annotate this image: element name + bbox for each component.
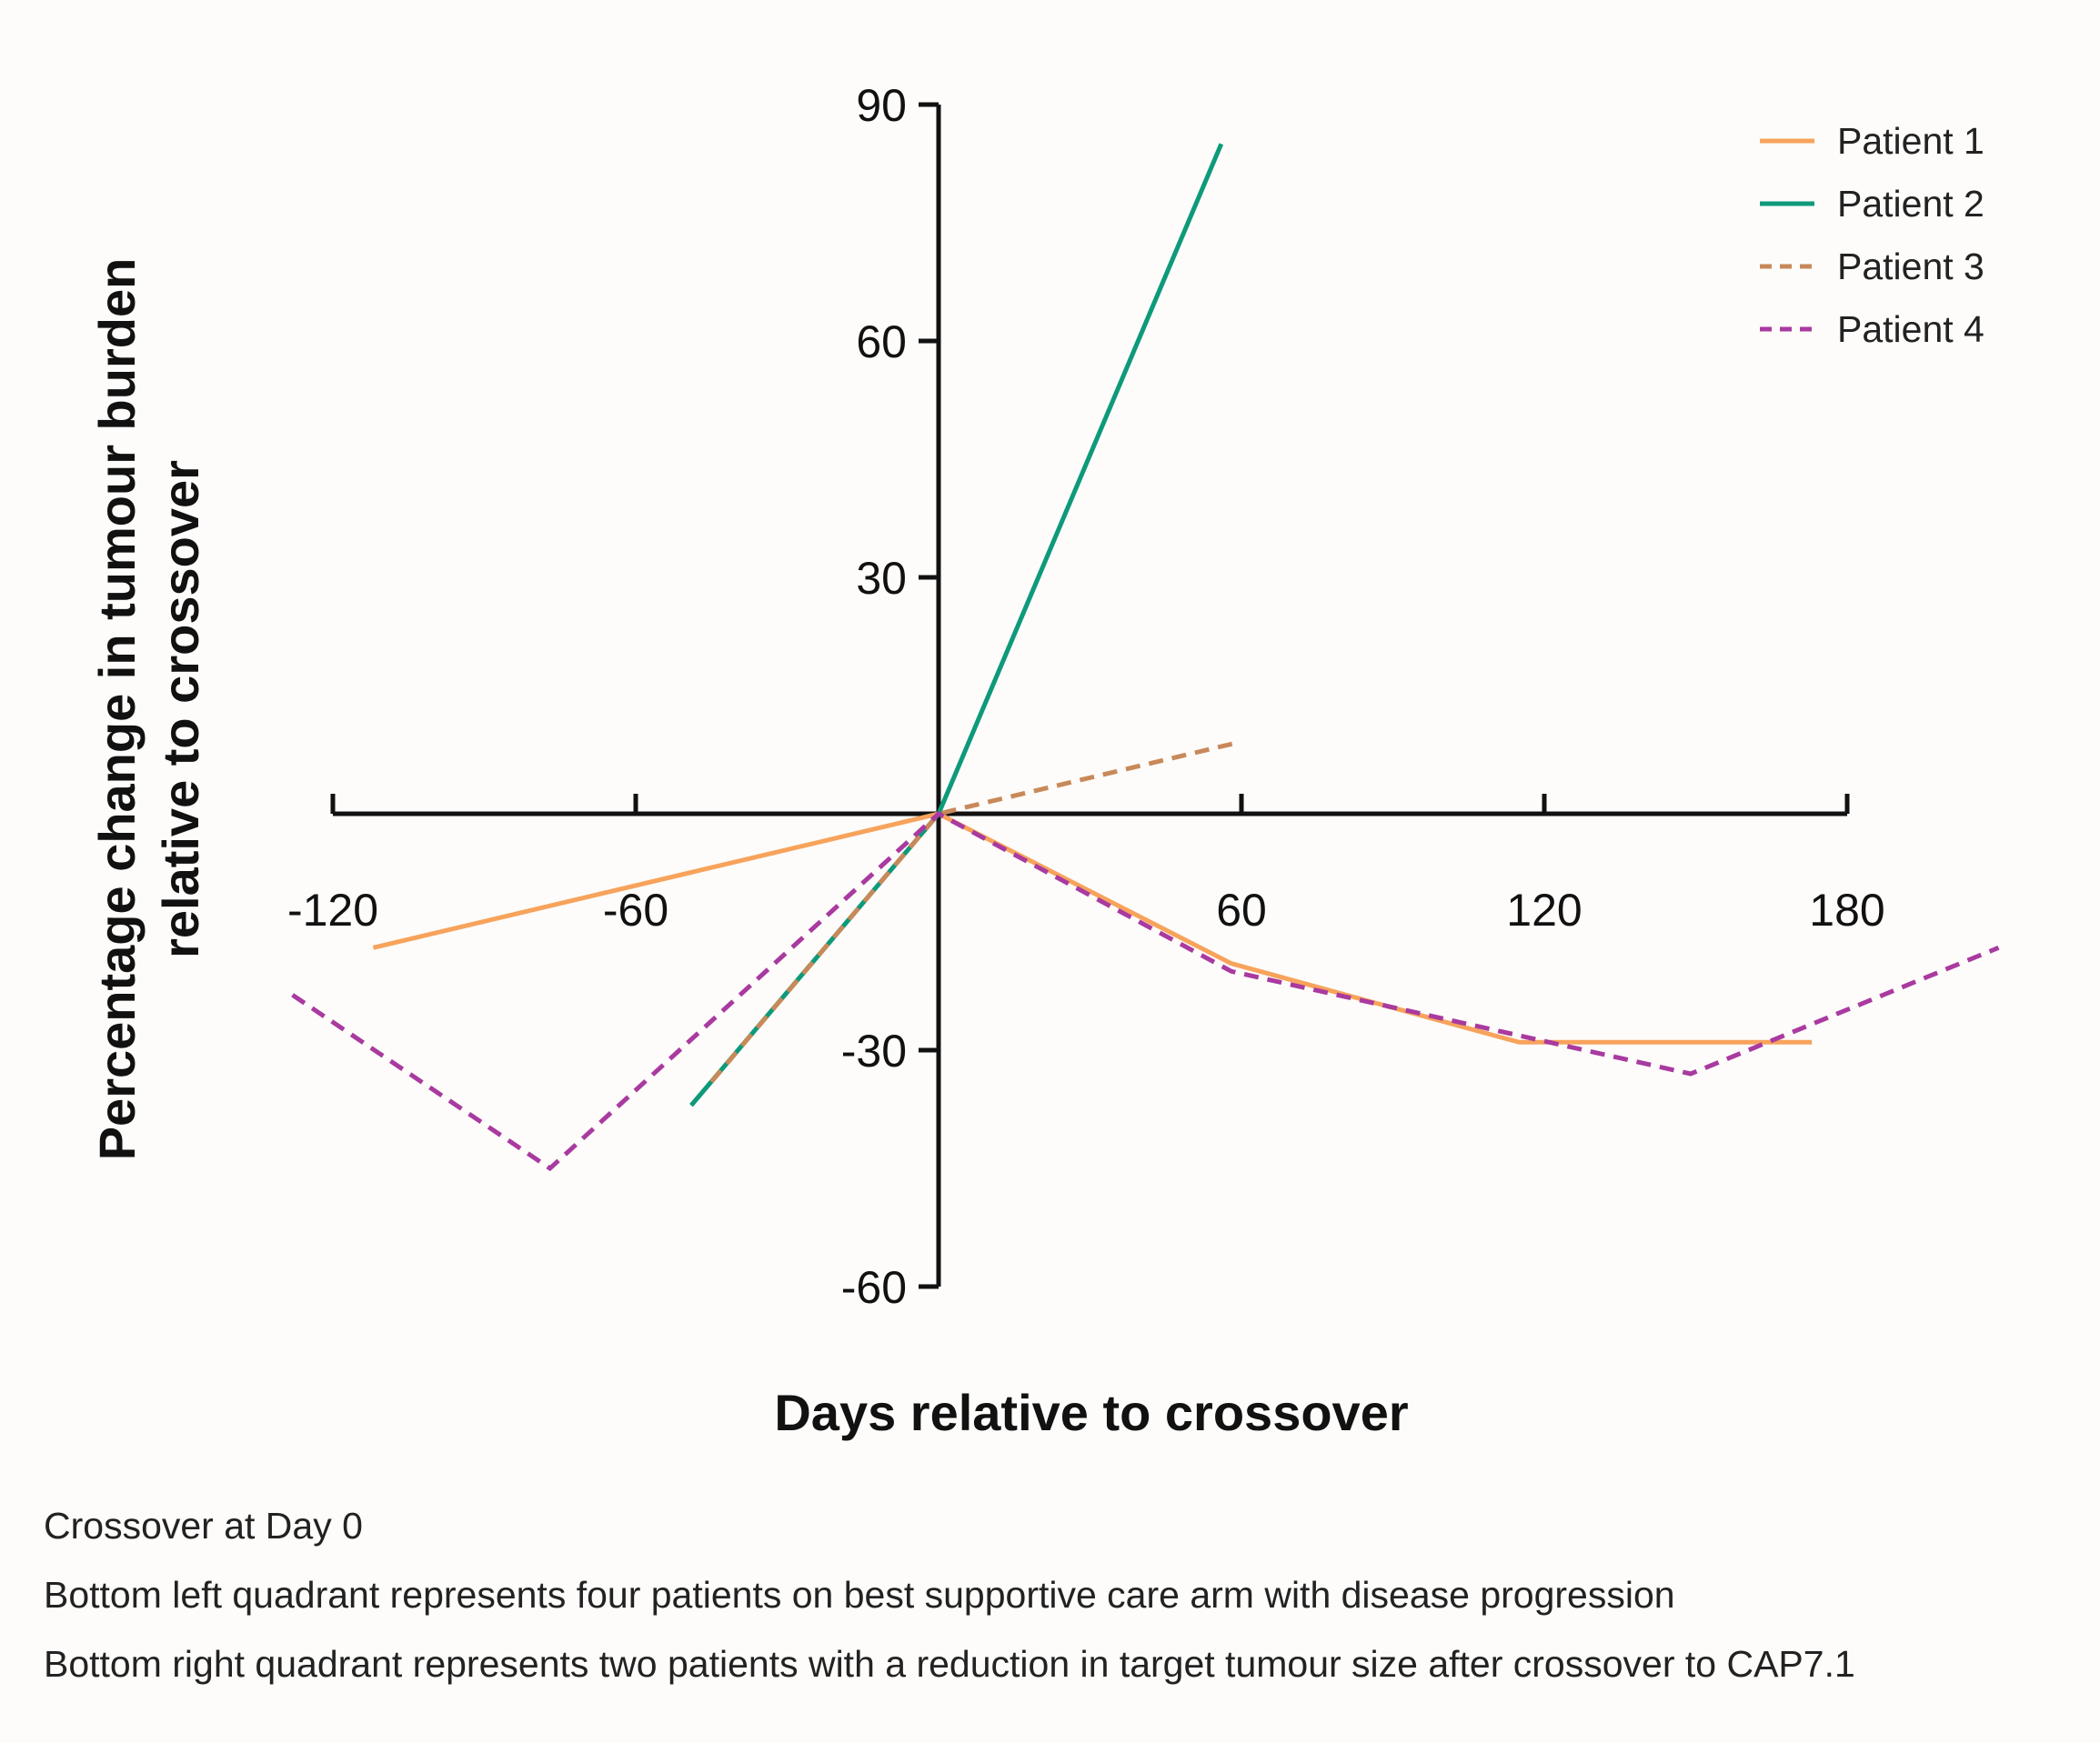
series-layer <box>291 143 2000 1172</box>
series-line-patient-1 <box>372 811 1813 1045</box>
legend-label: Patient 2 <box>1837 183 1984 225</box>
x-tick-label: -120 <box>287 885 378 936</box>
x-tick-label: 180 <box>1809 885 1884 936</box>
series-line-patient-3 <box>709 740 1238 1084</box>
x-ticks: -120 -60 60 120 180 <box>287 794 1885 936</box>
x-tick-label: -60 <box>603 885 668 936</box>
legend-label: Patient 1 <box>1837 120 1984 162</box>
y-axis-title-line-1: Percentage change in tumour burden <box>88 258 146 1161</box>
x-tick-label: 120 <box>1506 885 1582 936</box>
series-line-patient-4 <box>291 810 2000 1172</box>
series-line-patient-2 <box>689 143 1224 1107</box>
footnote-crossover: Crossover at Day 0 <box>44 1505 363 1547</box>
footnote-bottom-left: Bottom left quadrant represents four pat… <box>44 1574 1675 1616</box>
axes: -120 -60 60 120 180 90 60 30 -30 -60 <box>287 80 1885 1313</box>
y-axis-title: Percentage change in tumour burden relat… <box>88 258 209 1161</box>
y-tick-label: 90 <box>856 80 907 131</box>
y-tick-label: 30 <box>856 553 907 604</box>
legend-label: Patient 3 <box>1837 245 1984 287</box>
y-tick-label: 60 <box>856 316 907 367</box>
legend-label: Patient 4 <box>1837 308 1984 350</box>
y-ticks: 90 60 30 -30 -60 <box>841 80 939 1313</box>
footnote-bottom-right: Bottom right quadrant represents two pat… <box>44 1643 1855 1685</box>
x-axis-title: Days relative to crossover <box>774 1384 1408 1441</box>
y-tick-label: -30 <box>841 1026 907 1077</box>
x-tick-label: 60 <box>1216 885 1267 936</box>
legend: Patient 1 Patient 2 Patient 3 Patient 4 <box>1760 120 1984 350</box>
y-axis-title-line-2: relative to crossover <box>152 460 209 958</box>
footnotes: Crossover at Day 0 Bottom left quadrant … <box>44 1491 2081 1698</box>
y-tick-label: -60 <box>841 1262 907 1313</box>
